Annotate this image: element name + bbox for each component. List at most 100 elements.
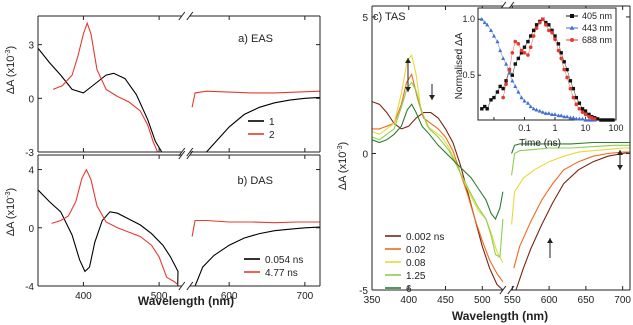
series-line-3-right [511,147,630,225]
inset-point-443 [516,89,521,94]
inset-point-688 [550,30,554,35]
inset-point-405 [577,101,582,105]
inset-point-443 [537,108,542,113]
inset-point-443 [546,111,551,115]
tas-ylabel: ΔA (x10-3) [337,142,349,190]
arrow-up-600-head [547,238,553,243]
inset-point-688 [587,114,591,119]
inset-point-688 [534,26,539,30]
series-line-2-right [191,90,320,108]
inset-point-688 [541,17,545,22]
y-tick-label: 0 [362,149,368,160]
inset-point-405 [531,28,536,33]
inset-point-443 [528,104,533,109]
x-tick-label: 600 [221,291,238,302]
y-tick-label: 3 [28,41,34,52]
inset-point-405 [571,86,576,91]
inset-point-405 [510,73,515,77]
inset-point-443 [522,98,527,103]
kinetics-ylabel: Normalised ΔA [454,32,465,99]
legend-label: 2 [269,130,275,141]
inset-point-405 [568,79,573,83]
inset-point-443 [491,33,496,38]
inset-point-688 [553,37,557,42]
inset-point-443 [510,78,515,83]
series-line-1-right [205,96,320,152]
inset-point-405 [528,34,533,38]
inset-point-688 [528,45,533,49]
das-xlabel: Wavelength (nm) [138,294,234,308]
series-line-2 [51,168,179,285]
series-line-1 [38,189,179,286]
inset-point-405 [550,28,554,33]
legend-label: 1 [269,117,275,128]
inset-point-405 [504,79,508,83]
inset-point-688 [538,20,542,25]
inset-point-405 [526,39,530,44]
inset-point-688 [510,51,515,55]
inset-point-405 [608,118,612,122]
series-line-5-right [511,141,630,154]
inset-point-405 [513,62,517,66]
y-tick-label: -3 [25,148,34,159]
x-tick-label: 550 [504,295,521,306]
inset-point-688 [583,112,588,117]
inset-point-443 [485,22,490,27]
inset-point-405 [565,67,569,72]
x-tick-label: 650 [578,295,595,306]
arrow-up-right-head [617,150,623,155]
inset-point-688 [577,107,582,111]
y-tick-label: 0 [28,94,34,105]
inset-point-443 [504,61,509,66]
inset-point-443 [589,117,594,122]
x-tick-label: 700 [297,291,314,302]
series-line-1-right [194,226,320,286]
inset-point-443 [556,113,561,118]
inset-point-443 [531,106,536,111]
inset-point-443 [577,116,582,121]
x-tick-label: 400 [75,291,92,302]
axis-break-mark [499,285,507,295]
inset-point-688 [562,67,566,72]
legend-label: 6 [406,284,412,295]
inset-point-443 [562,114,567,119]
das-panel-label: b) DAS [238,175,273,187]
inset-point-443 [488,28,493,32]
series-line-4-right [511,144,630,176]
inset-point-688 [580,110,585,114]
inset-point-405 [547,23,551,27]
inset-legend-label: 443 nm [582,23,612,33]
x-tick-label: 700 [614,295,631,306]
inset-point-443 [495,39,500,44]
inset-x-tick-label: 0.1 [518,123,531,133]
inset-point-443 [479,17,484,21]
arrow-down-443-head [429,95,435,100]
legend-label: 0.054 ns [265,255,303,266]
axis-break-mark [178,281,186,291]
series-line-2-right [191,219,320,237]
axis-break-mark [178,11,186,21]
inset-point-688 [507,67,512,72]
inset-legend-label: 405 nm [582,11,612,21]
inset-y-tick-label: 1.0 [462,14,475,24]
x-tick-label: 500 [474,295,491,306]
series-line-4 [372,81,504,259]
axis-break-mark [186,147,194,157]
inset-point-688 [519,48,524,53]
inset-point-405 [559,51,563,55]
inset-point-405 [516,56,521,61]
inset-point-443 [482,20,487,25]
legend-label: 0.002 ns [406,232,444,243]
y-tick-label: 0 [28,224,34,235]
inset-point-443 [540,109,545,114]
inset-point-405 [553,34,557,38]
inset-point-443 [501,56,506,60]
inset-point-405 [544,20,548,25]
eas-panel-label: a) EAS [238,33,273,45]
y-tick-label: 4 [28,166,34,177]
inset-point-405 [595,117,600,121]
inset-point-688 [565,75,569,80]
panel-das: ΔA (x10-3) b) DAS Wavelength (nm) -4 0 4 40… [5,150,321,308]
legend: 12 [248,117,275,141]
